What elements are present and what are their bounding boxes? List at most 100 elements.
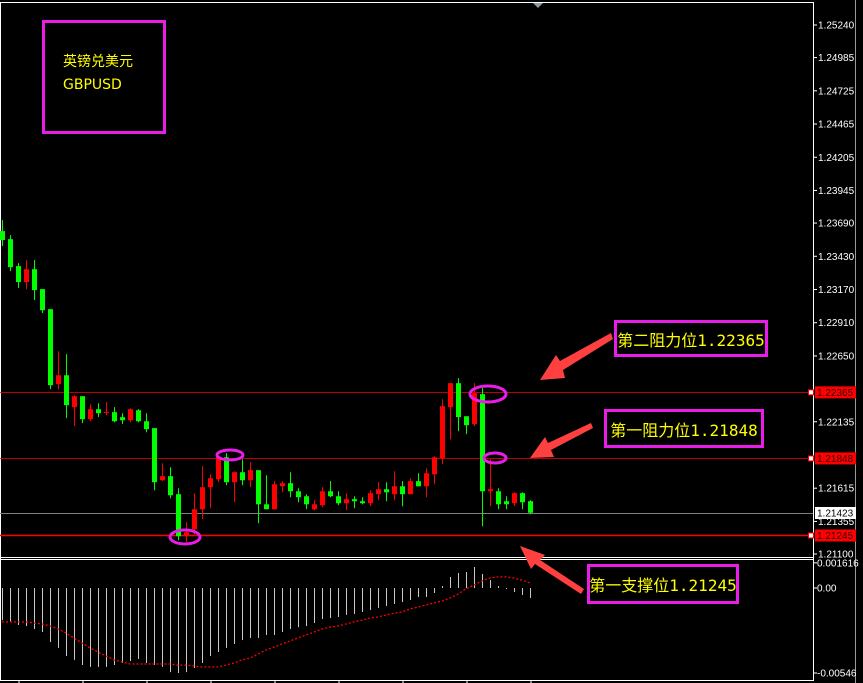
candle: [40, 289, 45, 314]
candle: [64, 354, 69, 419]
price-level-lines: [0, 392, 813, 537]
candle-body: [272, 484, 277, 510]
second-resistance-price-tag: [815, 386, 856, 399]
candle: [456, 378, 461, 432]
candle: [488, 459, 493, 507]
candle-body: [16, 266, 21, 283]
candle-body: [304, 496, 309, 505]
support-touch-ellipse: [168, 528, 202, 546]
candle-body: [136, 410, 141, 422]
first-support-label: 第一支撑位1.21245: [587, 564, 739, 604]
candle: [144, 413, 149, 433]
candle-body: [296, 491, 301, 498]
candle: [312, 500, 317, 511]
candle: [512, 492, 517, 507]
candle-body: [352, 499, 357, 502]
candle: [80, 396, 85, 424]
candle: [480, 388, 485, 527]
candle: [464, 416, 469, 435]
candle: [272, 481, 277, 510]
candle: [120, 413, 125, 425]
candle-body: [0, 231, 5, 241]
candle-body: [192, 509, 197, 530]
candle: [264, 475, 269, 510]
candle: [112, 407, 117, 423]
candle: [224, 453, 229, 486]
candle: [248, 462, 253, 488]
candle: [104, 402, 109, 416]
candle: [208, 474, 213, 509]
price-tick-label: 1.23690: [818, 219, 855, 230]
plot-border: [0, 2, 814, 681]
candle-body: [168, 476, 173, 496]
first-resistance-price-tag: [815, 452, 856, 465]
annotation-marks: [168, 333, 613, 594]
current-price-label: 1.21423: [817, 509, 854, 520]
candle-body: [432, 457, 437, 475]
candle-body: [360, 501, 365, 504]
candle: [48, 309, 53, 390]
second-resistance-marker: [808, 389, 814, 396]
instrument-name-cn: 英镑兑美元: [63, 54, 133, 70]
candle-body: [456, 383, 461, 418]
candle: [32, 260, 37, 301]
candle-body: [184, 532, 189, 537]
current-price-tag: [815, 507, 856, 519]
candle-body: [96, 409, 101, 414]
candle: [72, 395, 77, 427]
candle-body: [240, 472, 245, 481]
candle: [184, 522, 189, 543]
candle-body: [112, 412, 117, 422]
candle: [400, 481, 405, 507]
oscillator-tick-label: 0.001616: [817, 558, 859, 569]
candle-body: [224, 457, 229, 483]
candle-body: [528, 501, 533, 513]
candle: [408, 478, 413, 495]
price-tick-label: 1.22650: [818, 351, 855, 362]
second-resistance-touch-ellipse: [468, 384, 508, 404]
candle-body: [80, 396, 85, 420]
candle-body: [520, 493, 525, 503]
price-tick-label: 1.22910: [818, 318, 855, 329]
candle: [432, 456, 437, 485]
candle-body: [504, 501, 509, 505]
arrow-icon-first-support: [520, 546, 584, 594]
candle-body: [320, 491, 325, 506]
price-axis[interactable]: 1.25240 1.24985 1.24725 1.24465 1.24205 1.239…: [808, 21, 860, 680]
candle-body: [56, 375, 61, 385]
candle-body: [128, 409, 133, 421]
candle-body: [40, 289, 45, 311]
candle: [504, 496, 509, 510]
candle-body: [472, 393, 477, 425]
first-support-marker: [808, 532, 814, 539]
candle: [440, 399, 445, 465]
candle-body: [160, 476, 165, 481]
second-resistance-price-label: 1.22365: [817, 388, 854, 399]
price-tick-label: 1.23170: [818, 285, 855, 296]
oscillator-tick-label: -0.00546: [817, 669, 857, 680]
candle-body: [416, 481, 421, 487]
macd-indicator: [2, 566, 531, 673]
price-tick-label: 1.23430: [818, 252, 855, 263]
candle: [96, 403, 101, 418]
candle: [56, 351, 61, 390]
candle-body: [344, 499, 349, 504]
first-resistance-touch-ellipse: [215, 448, 245, 462]
candle-body: [264, 504, 269, 510]
price-tick-label: 1.23945: [818, 186, 855, 197]
candle: [360, 497, 365, 505]
candle: [0, 220, 5, 247]
first-resistance-price-label: 1.21848: [817, 454, 854, 465]
candle-body: [280, 483, 285, 487]
instrument-title-box: 英镑兑美元 GBPUSD: [42, 20, 166, 134]
candle-body: [512, 493, 517, 504]
candle-body: [208, 478, 213, 488]
candle-body: [8, 239, 13, 268]
candle-body: [24, 269, 29, 283]
candle-body: [384, 489, 389, 493]
candle: [384, 482, 389, 502]
candle: [424, 468, 429, 498]
candle-body: [88, 409, 93, 420]
